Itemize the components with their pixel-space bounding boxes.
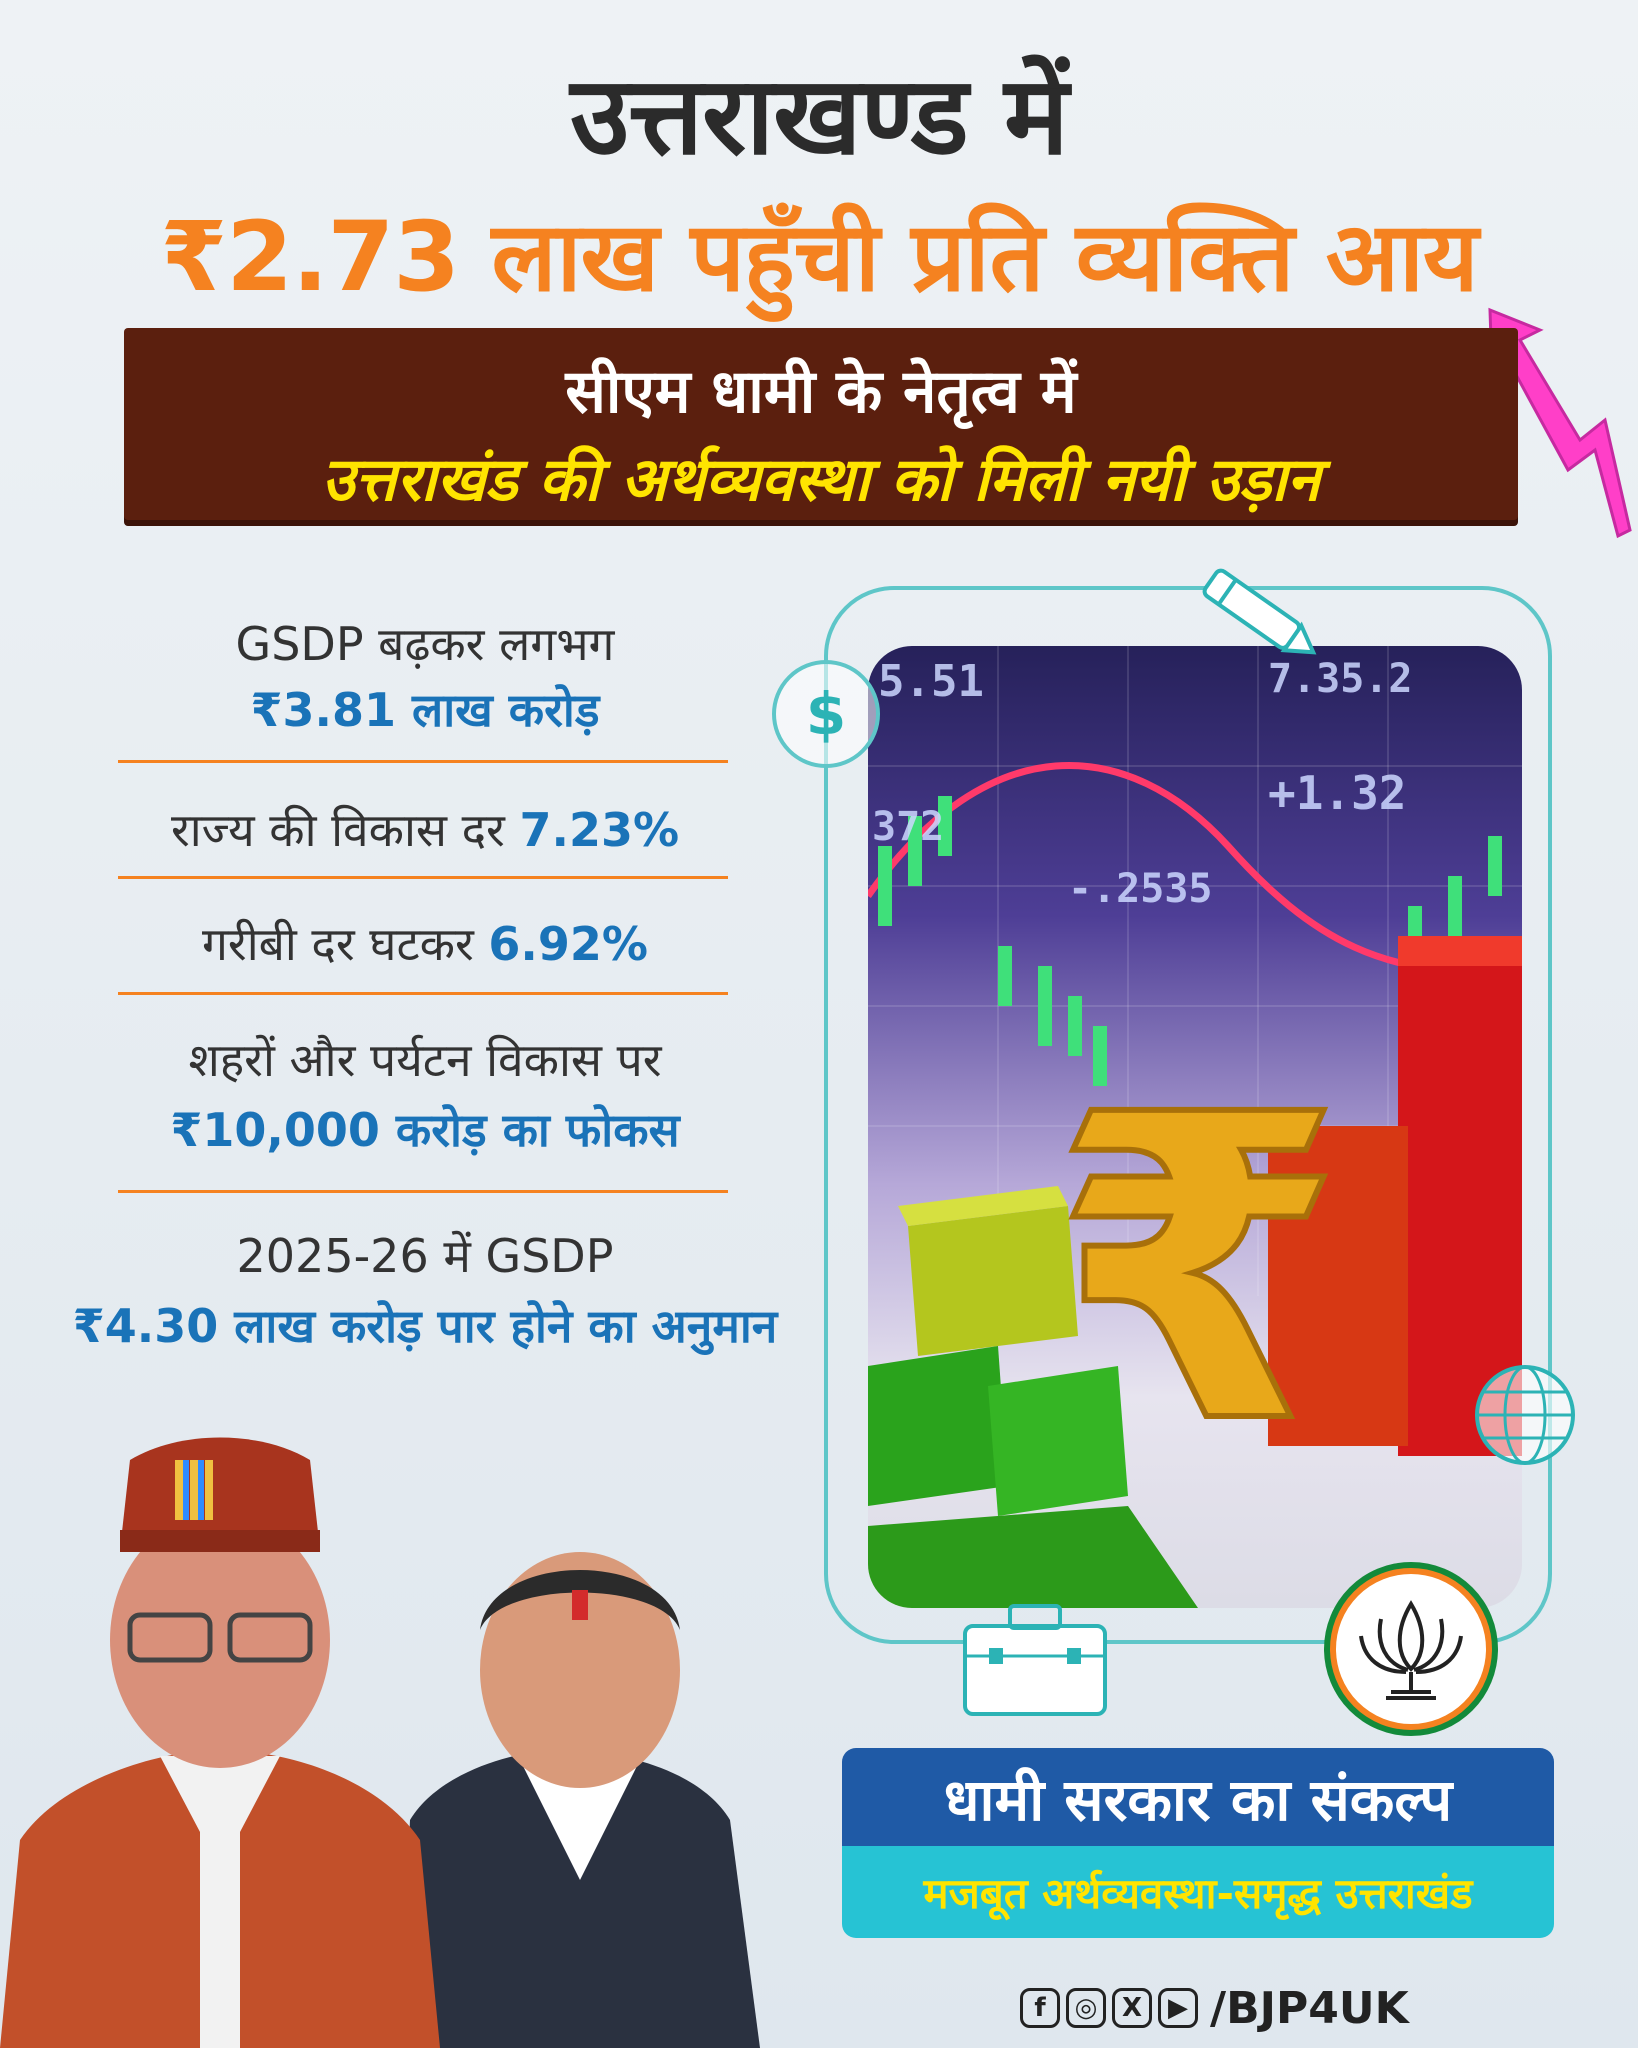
stat-projection: 2025-26 में GSDP ₹4.30 लाख करोड़ पार होन…	[40, 1224, 810, 1356]
globe-icon	[1475, 1365, 1575, 1465]
stat-poverty-value: 6.92%	[488, 917, 649, 971]
instagram-icon[interactable]: ◎	[1066, 1988, 1106, 2028]
ticker-1: 5.51	[878, 656, 984, 707]
resolve-box	[842, 1748, 1554, 1846]
lotus-icon	[1359, 1600, 1463, 1700]
title-line-1: उत्तराखण्ड में	[570, 54, 1069, 179]
ticker-4: -.2535	[1068, 866, 1213, 912]
stat-urban: शहरों और पर्यटन विकास पर ₹10,000 करोड़ क…	[40, 1028, 810, 1160]
banner-line-1: सीएम धामी के नेतृत्व में	[565, 357, 1077, 427]
dollar-icon: $	[805, 680, 847, 748]
stat-gsdp: GSDP बढ़कर लगभग ₹3.81 लाख करोड़	[40, 612, 810, 740]
briefcase-icon	[963, 1604, 1107, 1716]
stat-projection-value: ₹4.30 लाख करोड़ पार होने का अनुमान	[72, 1299, 778, 1353]
person-right	[400, 1552, 760, 2048]
photo-frame	[824, 586, 1552, 1644]
person-left	[0, 1437, 440, 2048]
stat-gsdp-value: ₹3.81 लाख करोड़	[250, 683, 600, 737]
youtube-icon[interactable]: ▶	[1158, 1988, 1198, 2028]
dollar-circle: $	[772, 660, 880, 768]
stat-growth-value: 7.23%	[519, 803, 680, 857]
chart-illustration: ₹	[868, 646, 1522, 1608]
social-bar: f ◎ X ▶ /BJP4UK	[1020, 1980, 1409, 2036]
banner-line-2: उत्तराखंड की अर्थव्यवस्था को मिली नयी उड…	[321, 445, 1321, 515]
slogan-text: मजबूत अर्थव्यवस्था-समृद्ध उत्तराखंड	[923, 1869, 1473, 1918]
stat-growth: राज्य की विकास दर 7.23%	[40, 798, 810, 860]
title-line-2: ₹2.73 लाख पहुँची प्रति व्यक्ति आय	[160, 201, 1478, 313]
stat-urban-text: शहरों और पर्यटन विकास पर	[188, 1033, 662, 1087]
divider	[118, 1190, 728, 1193]
ticker-5: 372	[872, 804, 945, 850]
rupee-symbol: ₹	[1052, 1027, 1344, 1516]
facebook-icon[interactable]: f	[1020, 1988, 1060, 2028]
divider	[118, 876, 728, 879]
pencil-icon	[1202, 568, 1317, 655]
slogan-box	[842, 1846, 1554, 1938]
party-logo	[1330, 1568, 1492, 1730]
ticker-2: 7.35.2	[1268, 656, 1413, 702]
stat-projection-text: 2025-26 में GSDP	[236, 1229, 614, 1283]
social-handle: /BJP4UK	[1210, 1982, 1409, 2034]
finance-photo: ₹ 5.51 7.35.2 +1.32 -.2535 372	[868, 646, 1522, 1608]
x-icon[interactable]: X	[1112, 1988, 1152, 2028]
divider	[118, 992, 728, 995]
banner-box	[124, 328, 1518, 520]
resolve-text: धामी सरकार का संकल्प	[943, 1766, 1453, 1834]
stat-poverty: गरीबी दर घटकर 6.92%	[40, 912, 810, 974]
ticker-3: +1.32	[1268, 766, 1407, 820]
divider	[118, 760, 728, 763]
stat-poverty-text: गरीबी दर घटकर	[201, 917, 489, 971]
leaders-photo	[0, 1437, 760, 2048]
stat-growth-text: राज्य की विकास दर	[170, 803, 520, 857]
stat-gsdp-text: GSDP बढ़कर लगभग	[235, 617, 615, 671]
stat-urban-value: ₹10,000 करोड़ का फोकस	[170, 1103, 680, 1157]
